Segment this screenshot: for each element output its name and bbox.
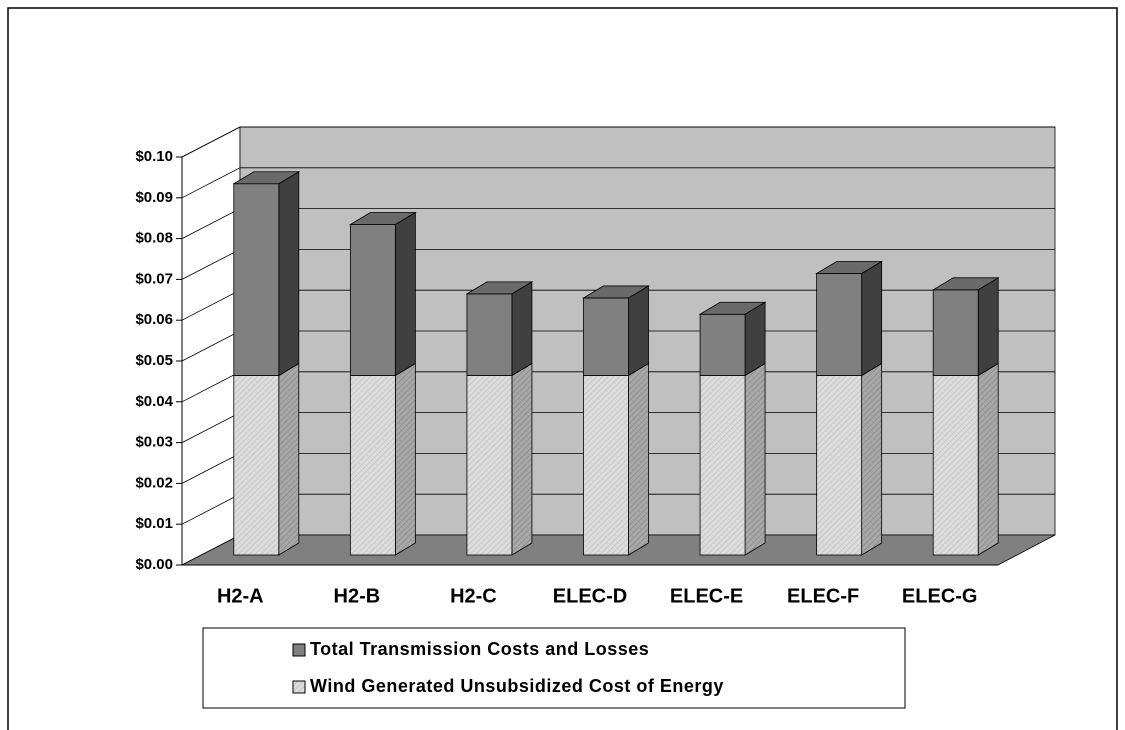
y-tick-label: $0.03 bbox=[135, 434, 173, 451]
bar-side bbox=[394, 362, 416, 556]
bar bbox=[233, 183, 280, 376]
x-tick-label: H2-B bbox=[334, 585, 381, 607]
bar-side bbox=[628, 285, 649, 377]
bar bbox=[816, 273, 863, 376]
bar bbox=[466, 293, 513, 376]
bar bbox=[699, 375, 746, 556]
x-tick-label: ELEC-D bbox=[553, 585, 627, 607]
bar-side bbox=[861, 260, 883, 377]
legend-swatch bbox=[292, 643, 306, 657]
bar-top bbox=[582, 285, 650, 299]
bar-side bbox=[278, 362, 300, 556]
bar-side bbox=[511, 362, 533, 556]
legend-label: Total Transmission Costs and Losses bbox=[310, 639, 649, 659]
bar-top bbox=[698, 301, 767, 315]
bar-top bbox=[815, 261, 884, 274]
legend bbox=[202, 627, 906, 709]
y-tick-label: $0.00 bbox=[135, 556, 173, 573]
bar-side bbox=[628, 362, 649, 556]
x-tick-label: ELEC-F bbox=[787, 585, 859, 607]
y-tick-label: $0.09 bbox=[135, 189, 173, 206]
bar bbox=[583, 375, 629, 556]
bar-side bbox=[744, 362, 766, 556]
x-tick-label: ELEC-E bbox=[670, 585, 743, 607]
y-tick-label: $0.10 bbox=[135, 148, 173, 165]
bar-top bbox=[931, 277, 1000, 291]
bar-top bbox=[348, 212, 417, 225]
y-tick-label: $0.06 bbox=[135, 311, 173, 328]
y-tick-label: $0.08 bbox=[135, 230, 173, 247]
bar bbox=[233, 375, 280, 556]
bar bbox=[349, 375, 396, 556]
bar-top bbox=[465, 281, 534, 295]
y-tick-label: $0.07 bbox=[135, 270, 173, 287]
bar-side bbox=[511, 281, 533, 377]
y-tick-label: $0.02 bbox=[135, 474, 173, 491]
bar bbox=[583, 297, 629, 376]
x-tick-label: ELEC-G bbox=[902, 585, 978, 607]
bar bbox=[816, 375, 863, 556]
bar-side bbox=[977, 362, 999, 556]
bar-side bbox=[861, 362, 883, 556]
bar-top bbox=[232, 171, 301, 185]
bar-side bbox=[977, 277, 999, 377]
x-tick-label: H2-C bbox=[450, 585, 497, 607]
x-tick-label: H2-A bbox=[217, 585, 264, 607]
bar-side bbox=[278, 171, 300, 377]
bar-side bbox=[744, 301, 766, 377]
bar bbox=[699, 313, 746, 376]
y-tick-label: $0.05 bbox=[135, 352, 173, 369]
grid-line bbox=[181, 167, 1055, 199]
bar bbox=[349, 224, 396, 376]
legend-label: Wind Generated Unsubsidized Cost of Ener… bbox=[310, 676, 724, 696]
y-tick-label: $0.04 bbox=[135, 393, 173, 410]
legend-swatch bbox=[292, 680, 306, 694]
y-tick-label: $0.01 bbox=[135, 515, 173, 532]
grid-line bbox=[181, 126, 1055, 158]
bar bbox=[932, 289, 979, 376]
bar bbox=[932, 375, 979, 556]
frame bbox=[7, 7, 1118, 730]
bar bbox=[466, 375, 513, 556]
bar-side bbox=[394, 211, 416, 377]
